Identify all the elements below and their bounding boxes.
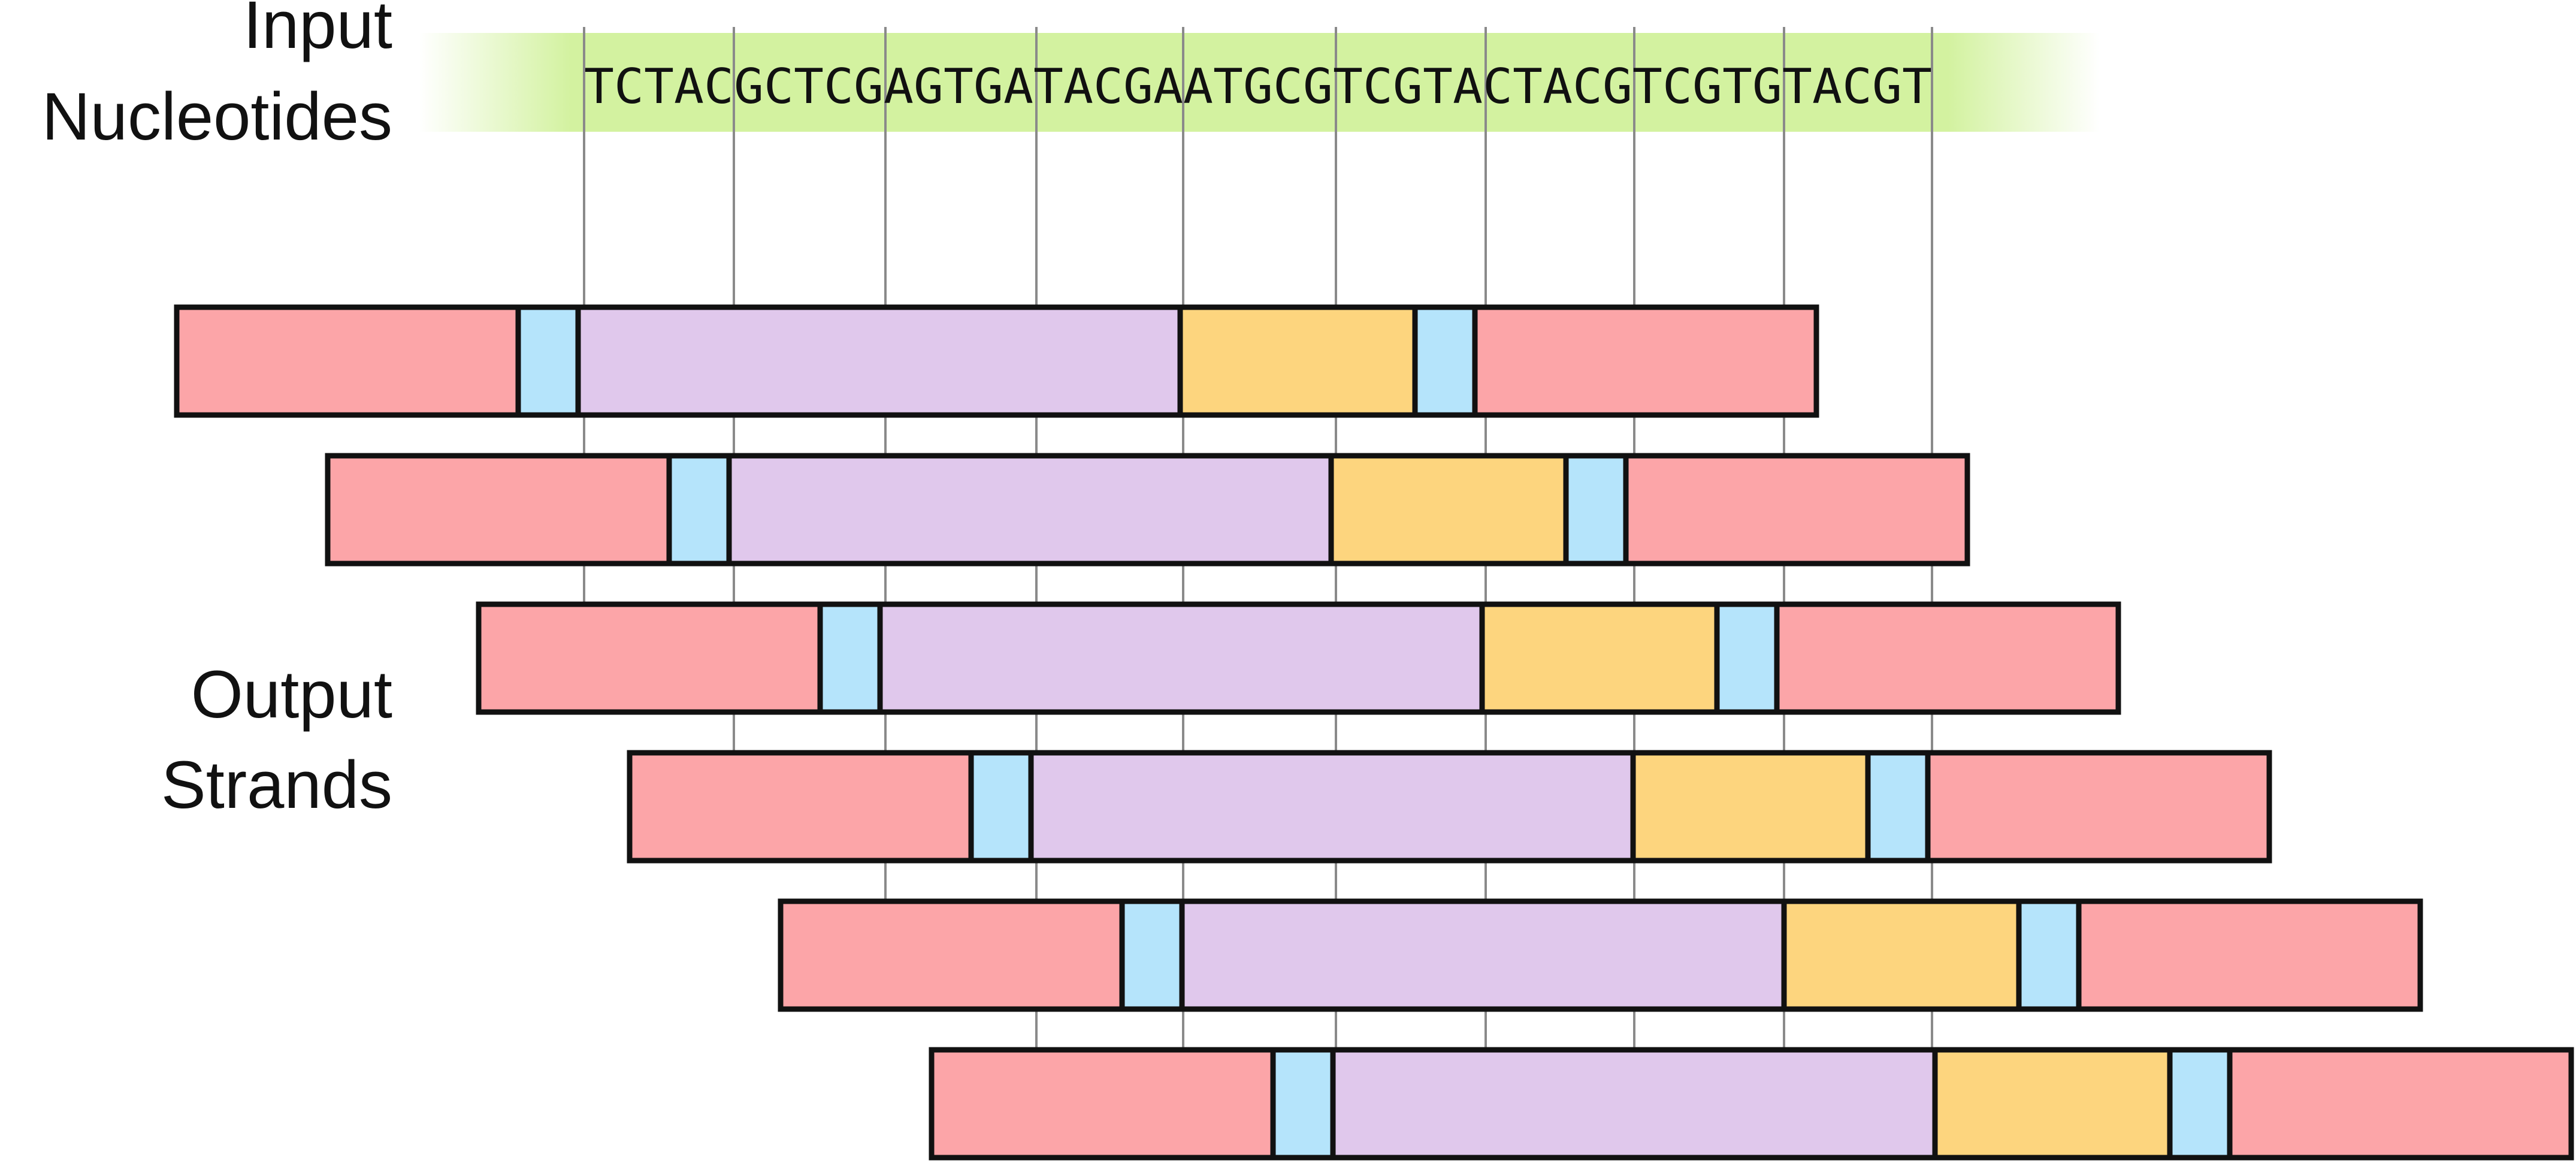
- output-strand: [476, 601, 2121, 715]
- strand-segment-index: [1781, 898, 2022, 1012]
- strand-segment-payload: [1028, 750, 1636, 864]
- nucleotide-band: [419, 33, 2100, 132]
- strand-segment-spacer: [1412, 304, 1478, 418]
- nucleotide-sequence: TCTACGCTCGAGTGATACGAATGCGTCGTACTACGTCGTG…: [584, 59, 1932, 114]
- strand-segment-outer: [1472, 304, 1819, 418]
- strand-segment-payload: [1330, 1047, 1938, 1161]
- strand-segment-index: [1630, 750, 1871, 864]
- strand-segment-spacer: [2016, 898, 2082, 1012]
- strand-segment-outer: [2227, 1047, 2574, 1161]
- strand-segment-index: [1177, 304, 1418, 418]
- strand-segment-spacer: [817, 601, 883, 715]
- strand-segment-outer: [1623, 453, 1970, 567]
- strand-segment-index: [1932, 1047, 2173, 1161]
- strand-segment-payload: [726, 453, 1334, 567]
- strand-segment-spacer: [1714, 601, 1780, 715]
- output-strand: [325, 453, 1970, 567]
- strand-segment-index: [1479, 601, 1720, 715]
- strand-segment-outer: [627, 750, 974, 864]
- strand-segment-payload: [1179, 898, 1787, 1012]
- strand-segment-outer: [476, 601, 823, 715]
- strand-segment-outer: [325, 453, 672, 567]
- output-label-line2: Strands: [161, 747, 392, 822]
- strand-segment-spacer: [515, 304, 581, 418]
- output-strand: [627, 750, 2272, 864]
- strand-segment-spacer: [1119, 898, 1185, 1012]
- strand-segment-outer: [174, 304, 521, 418]
- strand-segment-outer: [778, 898, 1125, 1012]
- strand-segment-spacer: [968, 750, 1034, 864]
- strand-segment-outer: [1925, 750, 2272, 864]
- strand-segment-spacer: [666, 453, 732, 567]
- input-label-line1: Input: [243, 0, 392, 62]
- strand-segment-outer: [2076, 898, 2423, 1012]
- strand-segment-payload: [575, 304, 1183, 418]
- output-strands: [174, 304, 2574, 1161]
- strand-segment-payload: [877, 601, 1485, 715]
- output-strand: [778, 898, 2423, 1012]
- input-label-line2: Nucleotides: [42, 79, 392, 154]
- strand-segment-spacer: [2167, 1047, 2233, 1161]
- strand-segment-spacer: [1270, 1047, 1336, 1161]
- strand-segment-index: [1328, 453, 1569, 567]
- strand-segment-outer: [929, 1047, 1276, 1161]
- strand-segment-spacer: [1865, 750, 1931, 864]
- output-strand: [929, 1047, 2574, 1161]
- output-label-line1: Output: [191, 657, 392, 732]
- strand-segment-spacer: [1563, 453, 1629, 567]
- output-strand: [174, 304, 1819, 418]
- strand-segment-outer: [1774, 601, 2121, 715]
